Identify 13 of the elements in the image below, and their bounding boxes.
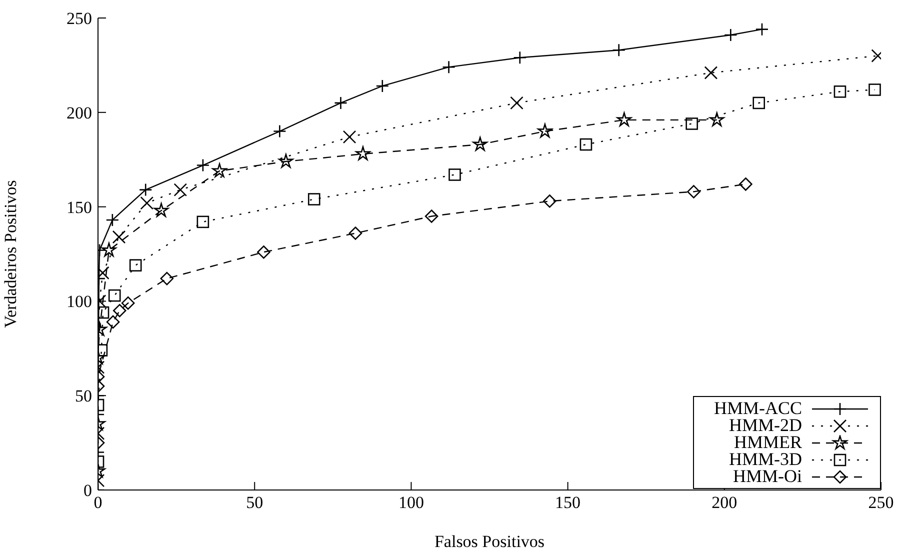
y-tick-label: 0 [84, 481, 92, 500]
x-tick-label: 50 [246, 493, 264, 512]
y-tick-label: 150 [66, 198, 92, 217]
y-tick-label: 200 [66, 103, 92, 122]
y-tick-label: 250 [66, 9, 92, 28]
x-tick-label: 100 [398, 493, 424, 512]
y-axis-title: Verdadeiros Positivos [1, 180, 20, 328]
x-tick-label: 150 [555, 493, 581, 512]
y-tick-label: 100 [66, 292, 92, 312]
x-axis-title: Falsos Positivos [434, 532, 545, 551]
x-tick-label: 250 [868, 493, 894, 512]
x-tick-label: 200 [712, 493, 738, 512]
y-tick-label: 50 [75, 386, 92, 406]
